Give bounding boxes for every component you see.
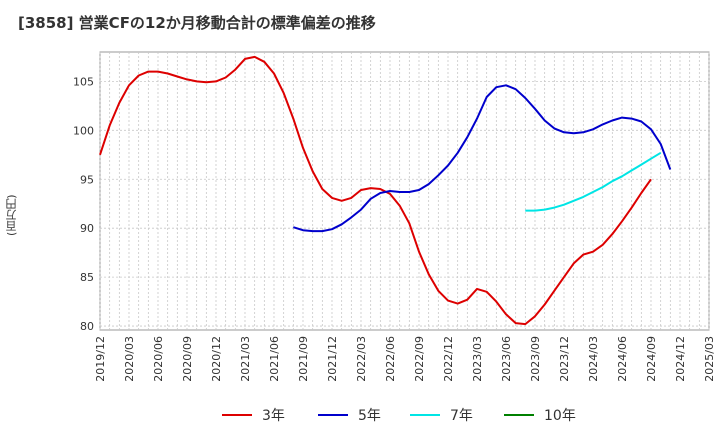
legend-label-5y: 5年 <box>358 408 381 424</box>
series-line-7y <box>525 151 662 212</box>
legend-label-7y: 7年 <box>450 408 473 424</box>
y-tick-label: 100 <box>73 124 94 137</box>
y-tick-label: 80 <box>80 320 94 333</box>
legend-swatch-3y <box>222 414 252 416</box>
x-tick-label: 2024/12 <box>674 336 687 382</box>
x-tick-label: 2020/12 <box>210 336 223 382</box>
series-line-5y <box>293 84 672 233</box>
x-tick-label: 2024/03 <box>587 336 600 382</box>
chart-title: [3858] 営業CFの12か月移動合計の標準偏差の推移 <box>18 14 376 32</box>
x-tick-label: 2021/12 <box>326 336 339 382</box>
x-tick-label: 2021/06 <box>268 336 281 382</box>
x-tick-label: 2022/09 <box>413 336 426 382</box>
x-tick-label: 2020/03 <box>123 336 136 382</box>
x-tick-label: 2023/12 <box>558 336 571 382</box>
x-tick-label: 2025/03 <box>703 336 716 382</box>
x-tick-label: 2023/06 <box>500 336 513 382</box>
y-tick-label: 95 <box>80 173 94 186</box>
x-tick-label: 2022/06 <box>384 336 397 382</box>
legend-swatch-7y <box>410 414 440 416</box>
legend-swatch-5y <box>318 414 348 416</box>
x-tick-label: 2020/09 <box>181 336 194 382</box>
x-tick-label: 2022/03 <box>355 336 368 382</box>
x-tick-label: 2023/09 <box>529 336 542 382</box>
x-tick-label: 2024/09 <box>645 336 658 382</box>
legend-swatch-10y <box>504 414 534 416</box>
legend: 3年 5年 7年 10年 <box>0 404 720 426</box>
x-tick-label: 2024/06 <box>616 336 629 382</box>
x-tick-label: 2023/03 <box>471 336 484 382</box>
y-tick-label: 85 <box>80 271 94 284</box>
x-tick-label: 2021/09 <box>297 336 310 382</box>
x-tick-label: 2021/03 <box>239 336 252 382</box>
x-tick-label: 2020/06 <box>152 336 165 382</box>
y-tick-label: 90 <box>80 222 94 235</box>
legend-label-10y: 10年 <box>544 408 576 424</box>
x-tick-label: 2019/12 <box>94 336 107 382</box>
x-tick-label: 2022/12 <box>442 336 455 382</box>
series-line-3y <box>99 55 652 326</box>
y-tick-label: 105 <box>73 75 94 88</box>
legend-label-3y: 3年 <box>262 408 285 424</box>
